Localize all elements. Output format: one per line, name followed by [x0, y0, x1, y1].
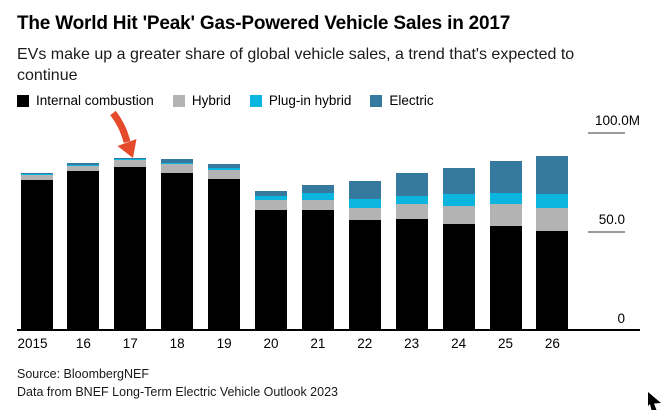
legend-label: Plug-in hybrid — [268, 93, 352, 108]
y-tick-label-0: 0 — [617, 311, 625, 326]
chart-legend: Internal combustion Hybrid Plug-in hybrid E… — [17, 93, 434, 108]
legend-swatch-icon — [17, 94, 29, 107]
y-tick-label-50: 50.0 — [598, 212, 625, 227]
x-tick-label-26: 26 — [544, 336, 560, 351]
x-tick-label-21: 21 — [310, 336, 326, 351]
legend-label: Internal combustion — [36, 93, 154, 108]
y-tick-label-100: 100.0M — [594, 113, 640, 128]
segment-hybrid — [348, 207, 381, 220]
legend-swatch-icon — [249, 94, 262, 107]
source-note: Source: BloombergNEF Data from BNEF Long… — [17, 366, 338, 402]
legend-item-internal-combustion: Internal combustion — [17, 93, 154, 108]
legend-item-hybrid: Hybrid — [172, 93, 231, 108]
segment-electric — [489, 160, 522, 194]
segment-plug-in-hybrid — [67, 165, 100, 167]
x-tick-label-18: 18 — [169, 336, 185, 351]
segment-hybrid — [301, 199, 334, 211]
annotation-arrow-icon — [110, 110, 137, 158]
bar-16 — [67, 163, 100, 330]
segment-hybrid — [536, 208, 569, 231]
bar-25 — [489, 160, 522, 330]
x-tick-label-20: 20 — [263, 336, 279, 351]
segment-plug-in-hybrid — [161, 162, 194, 165]
segment-internal-combustion — [348, 219, 381, 330]
segment-internal-combustion — [20, 179, 53, 330]
bar-21 — [301, 184, 334, 330]
segment-internal-combustion — [301, 210, 334, 330]
segment-electric — [114, 157, 147, 160]
source-line: Data from BNEF Long-Term Electric Vehicl… — [17, 384, 338, 399]
segment-plug-in-hybrid — [114, 159, 147, 161]
source-line: Source: BloombergNEF — [17, 367, 150, 381]
x-tick-label-16: 16 — [75, 336, 91, 351]
segment-electric — [301, 184, 334, 194]
bar-22 — [348, 180, 381, 330]
segment-plug-in-hybrid — [489, 193, 522, 204]
segment-electric — [20, 173, 53, 175]
segment-electric — [255, 191, 287, 197]
x-tick-label-2015: 2015 — [17, 336, 48, 351]
segment-hybrid — [395, 204, 428, 220]
segment-plug-in-hybrid — [395, 196, 428, 205]
segment-electric — [161, 158, 194, 163]
segment-hybrid — [114, 160, 147, 167]
x-axis-line — [17, 329, 640, 331]
segment-hybrid — [208, 170, 241, 179]
segment-plug-in-hybrid — [208, 168, 241, 171]
x-tick-label-24: 24 — [451, 336, 467, 351]
bar-2015 — [20, 173, 53, 330]
chart-subtitle: EVs make up a greater share of global ve… — [17, 46, 575, 84]
bar-26 — [536, 155, 569, 330]
page-title: The World Hit 'Peak' Gas-Powered Vehicle… — [17, 13, 511, 34]
x-tick-label-17: 17 — [122, 336, 138, 351]
segment-internal-combustion — [489, 226, 522, 330]
segment-electric — [536, 155, 569, 195]
segment-internal-combustion — [208, 178, 241, 330]
segment-electric — [348, 180, 381, 199]
segment-plug-in-hybrid — [255, 196, 287, 201]
segment-plug-in-hybrid — [536, 194, 569, 209]
segment-plug-in-hybrid — [301, 193, 334, 200]
segment-internal-combustion — [255, 209, 287, 330]
y-tick-line — [588, 132, 625, 134]
segment-hybrid — [67, 166, 100, 172]
segment-plug-in-hybrid — [442, 193, 475, 207]
legend-swatch-icon — [172, 94, 185, 107]
segment-internal-combustion — [161, 173, 194, 330]
segment-electric — [67, 163, 100, 166]
segment-internal-combustion — [114, 166, 147, 330]
x-tick-label-19: 19 — [216, 336, 232, 351]
x-tick-label-25: 25 — [497, 336, 514, 351]
bar-24 — [442, 168, 475, 330]
bar-18 — [161, 158, 194, 330]
segment-hybrid — [442, 206, 475, 225]
mouse-pointer-icon — [648, 392, 661, 410]
bar-23 — [395, 173, 428, 330]
segment-plug-in-hybrid — [20, 174, 53, 175]
segment-electric — [208, 164, 241, 169]
segment-internal-combustion — [442, 224, 475, 330]
legend-label: Electric — [389, 93, 434, 108]
legend-item-plug-in-hybrid: Plug-in hybrid — [249, 93, 352, 108]
segment-plug-in-hybrid — [348, 198, 381, 208]
segment-electric — [442, 168, 475, 194]
segment-internal-combustion — [67, 171, 100, 330]
segment-electric — [395, 173, 428, 197]
x-tick-label-22: 22 — [357, 336, 373, 351]
segment-hybrid — [489, 203, 522, 227]
bar-17 — [114, 157, 147, 330]
legend-label: Hybrid — [191, 93, 231, 108]
segment-hybrid — [255, 200, 287, 210]
segment-hybrid — [20, 174, 53, 180]
segment-internal-combustion — [395, 219, 428, 330]
legend-swatch-icon — [370, 94, 383, 107]
segment-internal-combustion — [536, 230, 569, 330]
segment-hybrid — [161, 164, 194, 174]
legend-item-electric: Electric — [370, 93, 434, 108]
bar-20 — [255, 191, 287, 330]
y-tick-line — [588, 231, 625, 233]
x-tick-label-23: 23 — [404, 336, 420, 351]
bar-19 — [208, 164, 241, 330]
